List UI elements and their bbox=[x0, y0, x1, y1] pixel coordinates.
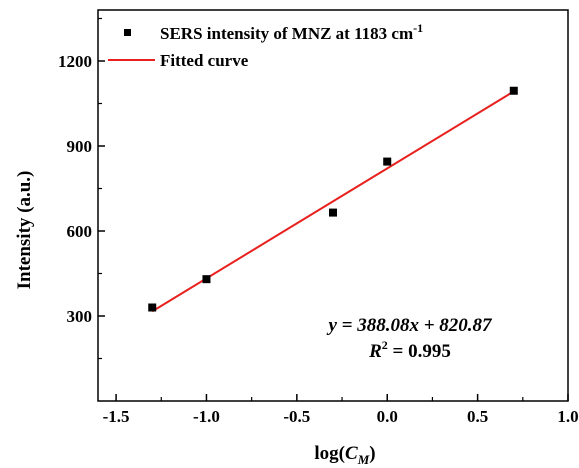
data-point bbox=[202, 275, 211, 284]
x-axis-ticks: -1.5 -1.0 -0.5 0.0 0.5 1.0 bbox=[103, 394, 579, 426]
data-point bbox=[509, 86, 518, 95]
data-point bbox=[329, 208, 337, 217]
x-axis-title-sub: M bbox=[357, 452, 370, 467]
x-tick-label: -0.5 bbox=[283, 407, 310, 426]
y-tick-label: 300 bbox=[67, 307, 93, 326]
x-tick-label: 1.0 bbox=[557, 407, 578, 426]
legend-label-data-main: SERS intensity of MNZ at 1183 cm bbox=[160, 24, 413, 43]
legend-label-data-sup: -1 bbox=[413, 21, 423, 35]
y-tick-label: 1200 bbox=[58, 52, 92, 71]
x-tick-label: 0.0 bbox=[377, 407, 398, 426]
y-axis-ticks: 300 600 900 1200 bbox=[58, 17, 105, 360]
data-point bbox=[148, 303, 157, 312]
r2-power: 2 bbox=[382, 338, 388, 352]
x-axis-title-suffix: ) bbox=[369, 443, 375, 464]
y-tick-label: 600 bbox=[67, 222, 93, 241]
fitted-line bbox=[151, 90, 515, 313]
legend-label-data: SERS intensity of MNZ at 1183 cm-1 bbox=[160, 21, 423, 43]
x-tick-label: 0.5 bbox=[467, 407, 488, 426]
x-tick-label: -1.5 bbox=[103, 407, 130, 426]
y-tick-label: 900 bbox=[67, 137, 93, 156]
fit-layer bbox=[151, 90, 515, 313]
legend-square-marker bbox=[124, 29, 131, 36]
r2-symbol: R bbox=[368, 341, 382, 362]
x-axis-title: log(CM) bbox=[314, 443, 375, 467]
equation-annotation: y = 388.08x + 820.87 bbox=[326, 315, 493, 336]
x-tick-label: -1.0 bbox=[193, 407, 220, 426]
legend: SERS intensity of MNZ at 1183 cm-1 Fitte… bbox=[108, 21, 423, 70]
r2-annotation: R2 = 0.995 bbox=[368, 338, 451, 362]
points-layer bbox=[148, 86, 518, 312]
legend-label-fit: Fitted curve bbox=[160, 51, 249, 70]
data-point bbox=[383, 157, 392, 166]
r2-value: = 0.995 bbox=[388, 341, 451, 362]
plot-frame bbox=[97, 9, 569, 402]
x-axis-title-prefix: log( bbox=[314, 443, 345, 464]
x-axis-title-var: C bbox=[345, 443, 358, 464]
y-axis-title: Intensity (a.u.) bbox=[14, 171, 35, 290]
